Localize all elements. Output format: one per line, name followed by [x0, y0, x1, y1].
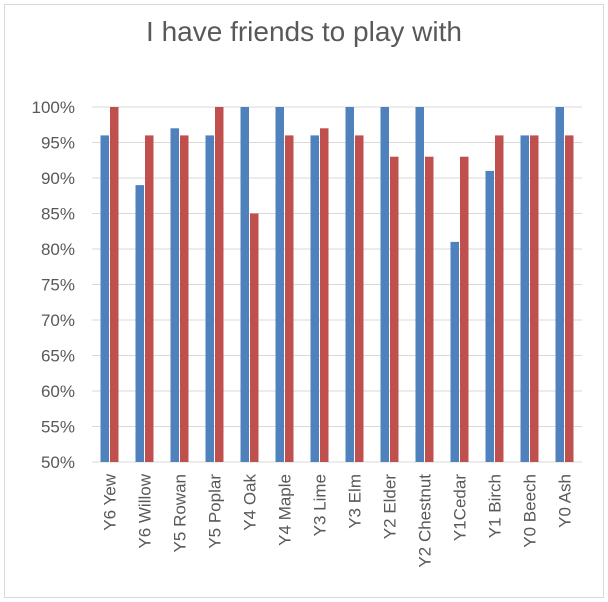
bar-series-1: [170, 128, 179, 463]
bar-series-2: [495, 135, 504, 462]
y-axis-ticks: 50% 55% 60% 65% 70% 75% 80% 85% 90% 95% 100%: [32, 98, 75, 472]
x-category-label: Y3 Elm: [346, 474, 365, 529]
bar-series-1: [380, 107, 389, 462]
y-tick-label: 50%: [41, 453, 75, 472]
x-category-label: Y2 Chestnut: [416, 474, 435, 568]
x-category-label: Y0 Beech: [521, 474, 540, 548]
bar-series-1: [555, 107, 564, 462]
bar-series-2: [530, 135, 539, 462]
x-category-label: Y5 Rowan: [171, 474, 190, 552]
y-tick-label: 55%: [41, 418, 75, 437]
bar-series-2: [355, 135, 364, 462]
bars: [100, 107, 574, 463]
bar-series-1: [450, 241, 459, 462]
bar-series-1: [240, 107, 249, 462]
bar-series-2: [565, 135, 574, 462]
x-category-label: Y4 Maple: [276, 474, 295, 546]
x-axis-labels: Y6 Yew Y6 Willow Y5 Rowan Y5 Poplar Y4 Oak Y4…: [101, 473, 575, 567]
bar-series-2: [285, 135, 294, 462]
x-category-label: Y2 Elder: [381, 474, 400, 540]
bar-series-2: [180, 135, 189, 462]
x-category-label: Y1Cedar: [451, 474, 470, 541]
bar-series-2: [460, 156, 469, 462]
bar-series-2: [425, 156, 434, 462]
y-tick-label: 100%: [32, 98, 75, 117]
y-tick-label: 95%: [41, 134, 75, 153]
bar-series-1: [415, 107, 424, 462]
x-category-label: Y0 Ash: [556, 474, 575, 528]
y-tick-label: 60%: [41, 382, 75, 401]
bar-series-2: [145, 135, 154, 462]
bar-series-1: [345, 107, 354, 462]
bar-series-1: [520, 135, 529, 462]
chart-title: I have friends to play with: [146, 16, 462, 47]
bar-series-2: [215, 107, 224, 462]
bar-series-1: [275, 107, 284, 462]
bar-series-2: [110, 107, 119, 462]
bar-series-1: [205, 135, 214, 462]
gridlines: [92, 106, 582, 463]
bar-series-2: [390, 156, 399, 462]
y-tick-label: 85%: [41, 205, 75, 224]
bar-series-2: [250, 213, 259, 462]
bar-series-1: [485, 170, 494, 462]
y-tick-label: 90%: [41, 169, 75, 188]
x-category-label: Y1 Birch: [486, 474, 505, 538]
x-category-label: Y6 Yew: [101, 473, 120, 530]
x-category-label: Y6 Willow: [136, 473, 155, 548]
x-category-label: Y5 Poplar: [206, 474, 225, 549]
bar-series-2: [320, 128, 329, 463]
x-category-label: Y4 Oak: [241, 474, 260, 531]
y-tick-label: 80%: [41, 240, 75, 259]
bar-series-1: [100, 135, 109, 462]
y-tick-label: 70%: [41, 311, 75, 330]
y-tick-label: 75%: [41, 276, 75, 295]
bar-series-1: [135, 185, 144, 462]
y-tick-label: 65%: [41, 347, 75, 366]
x-category-label: Y3 Lime: [311, 474, 330, 536]
bar-series-1: [310, 135, 319, 462]
